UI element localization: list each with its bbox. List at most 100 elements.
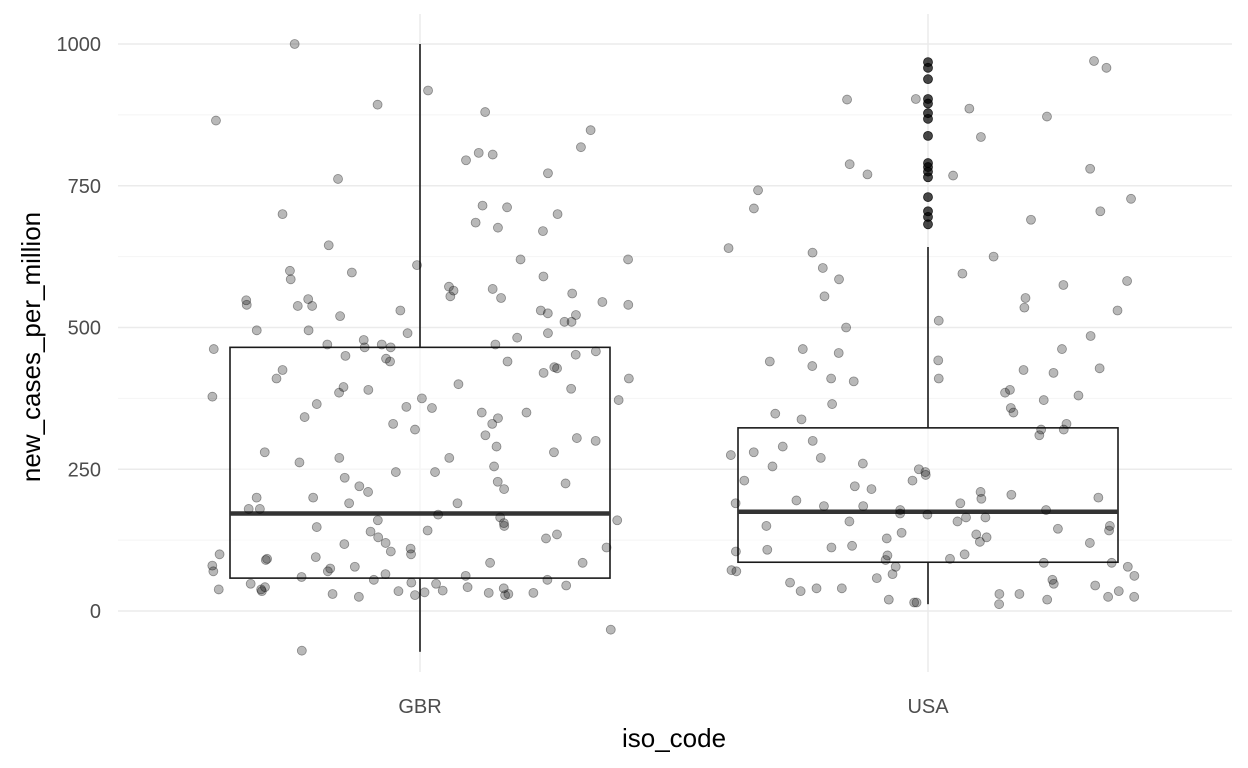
outlier-point <box>923 74 933 85</box>
jitter-point <box>807 247 818 258</box>
jitter-point <box>541 533 551 544</box>
jitter-point <box>1126 193 1136 204</box>
jitter-point <box>489 461 499 472</box>
jitter-point <box>571 310 581 320</box>
jitter-point <box>251 492 262 503</box>
jitter-point <box>561 580 572 591</box>
jitter-point <box>922 509 933 520</box>
jitter-point <box>920 467 931 477</box>
jitter-point <box>353 591 364 602</box>
jitter-point <box>340 350 351 361</box>
jitter-point <box>344 498 355 509</box>
jitter-point <box>1058 280 1069 290</box>
y-axis-title: new_cases_per_million <box>16 212 46 482</box>
jitter-point <box>981 532 992 543</box>
jitter-point <box>323 240 334 251</box>
jitter-point <box>346 267 357 278</box>
box-usa <box>737 427 1119 564</box>
jitter-point <box>365 526 376 537</box>
outlier-point <box>923 130 933 141</box>
jitter-point <box>1084 538 1095 548</box>
jitter-point <box>1048 367 1059 378</box>
jitter-point <box>538 367 549 378</box>
jitter-point <box>862 169 873 180</box>
jitter-point <box>285 274 296 285</box>
jitter-point <box>1014 589 1025 599</box>
jitter-point <box>515 254 526 265</box>
jitter-point <box>487 418 498 429</box>
jitter-point <box>767 461 778 472</box>
jitter-point <box>241 299 252 310</box>
jitter-point <box>521 407 532 418</box>
jitter-point <box>483 587 494 598</box>
jitter-point <box>976 132 986 142</box>
jitter-point <box>1093 492 1104 503</box>
jitter-point <box>959 549 970 560</box>
jitter-point <box>543 328 553 339</box>
jitter-point <box>503 589 514 599</box>
jitter-point <box>528 587 539 598</box>
jitter-point <box>961 512 971 523</box>
jitter-point <box>1089 56 1099 66</box>
jitter-point <box>549 362 560 373</box>
jitter-point <box>833 348 844 358</box>
jitter-point <box>208 566 219 577</box>
y-tick-label: 500 <box>68 318 101 340</box>
jitter-point <box>807 361 818 371</box>
jitter-point <box>448 285 459 296</box>
jitter-point <box>1094 363 1105 374</box>
jitter-point <box>933 355 944 366</box>
y-tick-label: 750 <box>68 176 101 198</box>
jitter-point <box>406 549 416 560</box>
jitter-point <box>890 561 901 572</box>
jitter-point <box>416 393 427 404</box>
jitter-point <box>566 316 577 327</box>
jitter-point <box>1005 384 1015 395</box>
jitter-point <box>601 542 612 553</box>
jitter-point <box>499 484 509 494</box>
jitter-point <box>260 555 271 565</box>
jitter-point <box>585 125 596 136</box>
jitter-point <box>412 260 422 271</box>
jitter-point <box>423 85 433 96</box>
jitter-point <box>296 645 307 656</box>
jitter-point <box>444 453 455 463</box>
jitter-point <box>817 263 828 273</box>
jitter-point <box>731 546 741 557</box>
jitter-point <box>881 533 892 544</box>
x-tick-label-usa: USA <box>907 696 949 718</box>
jitter-point <box>933 315 944 326</box>
jitter-point <box>948 170 958 181</box>
jitter-point <box>410 590 420 601</box>
jitter-point <box>296 572 307 582</box>
jitter-point <box>723 243 734 254</box>
outlier-point <box>923 113 933 124</box>
jitter-point <box>338 382 349 392</box>
box-gbr <box>229 346 611 579</box>
jitter-point <box>419 587 430 598</box>
jitter-point <box>363 487 373 497</box>
jitter-point <box>299 412 310 422</box>
jitter-point <box>871 573 882 584</box>
jitter-point <box>538 226 548 237</box>
outlier-point <box>923 62 933 73</box>
jitter-point <box>496 293 506 303</box>
jitter-point <box>271 373 282 384</box>
outlier-point <box>923 172 933 183</box>
jitter-point <box>844 516 855 527</box>
jitter-point <box>241 295 252 306</box>
jitter-point <box>256 586 267 597</box>
outlier-point <box>923 192 933 202</box>
jitter-point <box>1000 387 1010 398</box>
jitter-point <box>372 99 383 110</box>
y-tick-label: 1000 <box>57 34 102 56</box>
jitter-point <box>245 578 256 589</box>
jitter-point <box>372 515 383 526</box>
jitter-point <box>333 174 343 184</box>
x-axis-title: iso_code <box>622 723 726 753</box>
jitter-point <box>492 476 503 487</box>
jitter-point <box>725 450 736 460</box>
jitter-point <box>322 566 333 577</box>
jitter-point <box>390 467 401 477</box>
jitter-point <box>848 376 859 387</box>
